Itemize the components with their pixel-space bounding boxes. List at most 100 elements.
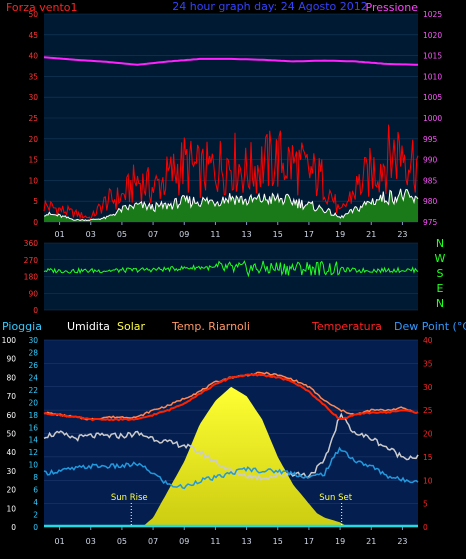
- pressure-tick-label: 1015: [423, 52, 442, 61]
- hour-tick-label: 09: [179, 230, 189, 239]
- wind-tick-label: 25: [28, 114, 38, 123]
- temperature-label: Temperatura: [311, 320, 382, 333]
- sunset-label: Sun Set: [319, 493, 352, 503]
- humidity-tick-label: 14: [28, 436, 38, 445]
- direction-tick-label: 0: [33, 306, 38, 315]
- hour-tick-label: 23: [397, 230, 407, 239]
- wind-tick-label: 45: [28, 31, 38, 40]
- hour-tick-label: 17: [304, 230, 314, 239]
- humidity-tick-label: 24: [28, 373, 38, 382]
- hour-tick-label: 03: [86, 230, 96, 239]
- hour-tick-label: 15: [273, 537, 283, 546]
- rain-tick-label: 10: [6, 504, 16, 513]
- wind-speed-label: Forza vento1: [6, 1, 78, 14]
- solar-area: [142, 386, 348, 527]
- pressure-tick-label: 1025: [423, 10, 442, 19]
- humidity-tick-label: 12: [28, 448, 38, 457]
- rain-tick-label: 60: [6, 411, 16, 420]
- humidity-tick-label: 4: [33, 498, 38, 507]
- wind-area-fill: [44, 188, 418, 222]
- wind-tick-label: 20: [28, 135, 38, 144]
- humidity-label: Umidita: [67, 320, 110, 333]
- temperature-tick-label: 15: [423, 453, 433, 462]
- rain-tick-label: 80: [6, 373, 16, 382]
- dew-point-line: [43, 446, 419, 490]
- rain-tick-label: 0: [11, 523, 16, 532]
- wind-gust-line: [43, 124, 419, 221]
- pressure-tick-label: 985: [423, 176, 438, 185]
- temperature-tick-label: 25: [423, 406, 433, 415]
- wind-direction-line: [43, 260, 419, 278]
- hour-tick-label: 19: [335, 230, 345, 239]
- compass-label: W: [435, 252, 446, 265]
- humidity-tick-label: 0: [33, 523, 38, 532]
- hour-tick-label: 21: [366, 230, 376, 239]
- hour-tick-label: 05: [117, 230, 127, 239]
- direction-tick-label: 270: [24, 256, 39, 265]
- humidity-line: [43, 412, 419, 481]
- compass-label: E: [437, 282, 444, 295]
- wind-tick-label: 10: [28, 176, 38, 185]
- pressure-label: Pressione: [366, 1, 419, 14]
- temperature-tick-label: 40: [423, 336, 433, 345]
- hour-tick-label: 13: [241, 537, 251, 546]
- hour-tick-label: 03: [86, 537, 96, 546]
- wind-average-line: [43, 188, 419, 222]
- hour-tick-label: 11: [210, 537, 220, 546]
- direction-tick-label: 360: [24, 239, 39, 248]
- pressure-tick-label: 995: [423, 135, 438, 144]
- rain-tick-label: 30: [6, 467, 16, 476]
- temperature-tick-label: 10: [423, 476, 433, 485]
- temperature-tick-label: 20: [423, 430, 433, 439]
- hour-tick-label: 21: [366, 537, 376, 546]
- rain-tick-label: 90: [6, 355, 16, 364]
- humidity-tick-label: 22: [28, 386, 38, 395]
- rain-tick-label: 100: [2, 336, 17, 345]
- hour-tick-label: 01: [54, 230, 64, 239]
- hour-tick-label: 01: [54, 537, 64, 546]
- hour-tick-label: 11: [210, 230, 220, 239]
- humidity-tick-label: 30: [28, 336, 38, 345]
- rain-tick-label: 50: [6, 430, 16, 439]
- direction-tick-label: 90: [28, 289, 38, 298]
- rain-label: Pioggia: [2, 320, 42, 333]
- pressure-tick-label: 990: [423, 156, 438, 165]
- hour-tick-label: 13: [241, 230, 251, 239]
- wind-tick-label: 40: [28, 52, 38, 61]
- chart-title: 24 hour graph day: 24 Agosto 2012: [172, 0, 368, 13]
- compass-label: S: [437, 267, 444, 280]
- hour-tick-label: 15: [273, 230, 283, 239]
- humidity-tick-label: 18: [28, 411, 38, 420]
- wind-tick-label: 50: [28, 10, 38, 19]
- temperature-tick-label: 5: [423, 500, 428, 509]
- rain-tick-label: 20: [6, 486, 16, 495]
- pressure-tick-label: 1010: [423, 72, 442, 81]
- sunrise-label: Sun Rise: [111, 493, 148, 503]
- wind-tick-label: 0: [33, 218, 38, 227]
- humidity-tick-label: 28: [28, 348, 38, 357]
- humidity-tick-label: 16: [28, 423, 38, 432]
- temperature-tick-label: 35: [423, 359, 433, 368]
- wind-tick-label: 15: [28, 156, 38, 165]
- hour-tick-label: 07: [148, 230, 158, 239]
- compass-label: N: [436, 297, 444, 310]
- hour-tick-label: 05: [117, 537, 127, 546]
- humidity-tick-label: 2: [33, 511, 38, 520]
- wind-tick-label: 35: [28, 72, 38, 81]
- direction-tick-label: 180: [24, 273, 39, 282]
- hour-tick-label: 17: [304, 537, 314, 546]
- humidity-tick-label: 26: [28, 361, 38, 370]
- pressure-tick-label: 1020: [423, 31, 442, 40]
- rain-tick-label: 70: [6, 392, 16, 401]
- temperature-tick-label: 30: [423, 383, 433, 392]
- pressure-tick-label: 975: [423, 218, 438, 227]
- pressure-tick-label: 1000: [423, 114, 442, 123]
- solar-label: Solar: [117, 320, 146, 333]
- humidity-tick-label: 8: [33, 473, 38, 482]
- wind-tick-label: 30: [28, 93, 38, 102]
- wind-tick-label: 5: [33, 197, 38, 206]
- dew-point-label: Dew Point (°C): [394, 320, 466, 333]
- hour-tick-label: 19: [335, 537, 345, 546]
